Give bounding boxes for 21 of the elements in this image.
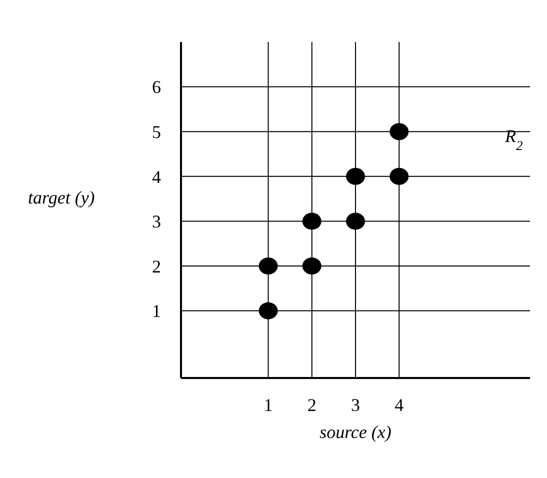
x-tick-label: 1 [264,394,273,415]
point [258,258,278,274]
x-axis-title: source (x) [320,422,392,442]
point [346,168,365,185]
y-tick-label: 5 [152,122,161,142]
point [346,212,365,230]
point [390,123,409,140]
x-tick-label: 2 [307,394,316,415]
point [302,212,322,230]
y-tick-label: 3 [152,212,161,232]
point [258,302,278,320]
point [390,168,409,185]
y-tick-label: 6 [152,77,161,98]
x-tick-label: 4 [394,394,404,415]
y-tick-label: 4 [152,166,161,187]
y-tick-label: 1 [152,301,161,322]
y-axis-title: target (y) [28,187,95,208]
x-tick-label: 3 [351,394,360,415]
point [302,258,322,274]
annotation: R$_{2}$ [504,126,523,152]
y-tick-label: 2 [152,256,161,276]
